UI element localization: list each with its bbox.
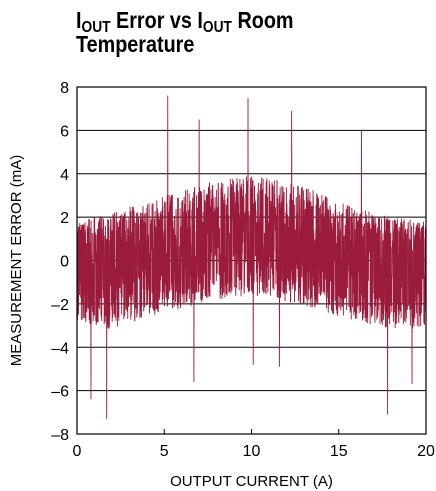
y-tick-label-7: 6 bbox=[60, 123, 69, 140]
x-tick-label-4: 20 bbox=[417, 443, 435, 460]
chart-title: IOUT Error vs IOUT Room Temperature bbox=[76, 8, 293, 56]
title-suffix: Room bbox=[231, 7, 294, 33]
x-tick-label-1: 5 bbox=[160, 443, 169, 460]
y-tick-label-8: 8 bbox=[60, 80, 69, 97]
title-subscript-1: OUT bbox=[81, 19, 111, 36]
x-tick-label-0: 0 bbox=[73, 443, 82, 460]
y-tick-label-1: –6 bbox=[51, 384, 69, 401]
y-tick-label-2: –4 bbox=[51, 340, 69, 357]
x-tick-label-3: 15 bbox=[330, 443, 348, 460]
y-axis-label: MEASUREMENT ERROR (mA) bbox=[8, 155, 25, 366]
series-measurement-error bbox=[77, 95, 426, 419]
chart-title-line1: IOUT Error vs IOUT Room bbox=[76, 7, 294, 36]
title-prefix: I bbox=[76, 7, 82, 33]
x-tick-label-2: 10 bbox=[243, 443, 261, 460]
y-tick-label-6: 4 bbox=[60, 167, 69, 184]
x-axis-label: OUTPUT CURRENT (A) bbox=[170, 473, 333, 490]
title-subscript-2: OUT bbox=[202, 19, 232, 36]
y-axis-ticks: –8 –6 –4 –2 0 2 4 6 8 bbox=[51, 80, 69, 444]
chart-title-line2: Temperature bbox=[76, 31, 195, 57]
y-tick-label-4: 0 bbox=[60, 254, 69, 271]
y-tick-label-5: 2 bbox=[60, 210, 69, 227]
x-axis-ticks: 0 5 10 15 20 bbox=[73, 429, 435, 460]
y-tick-label-3: –2 bbox=[51, 297, 69, 314]
y-tick-label-0: –8 bbox=[51, 427, 69, 444]
series-line bbox=[77, 95, 426, 419]
title-middle: Error vs I bbox=[110, 7, 203, 33]
